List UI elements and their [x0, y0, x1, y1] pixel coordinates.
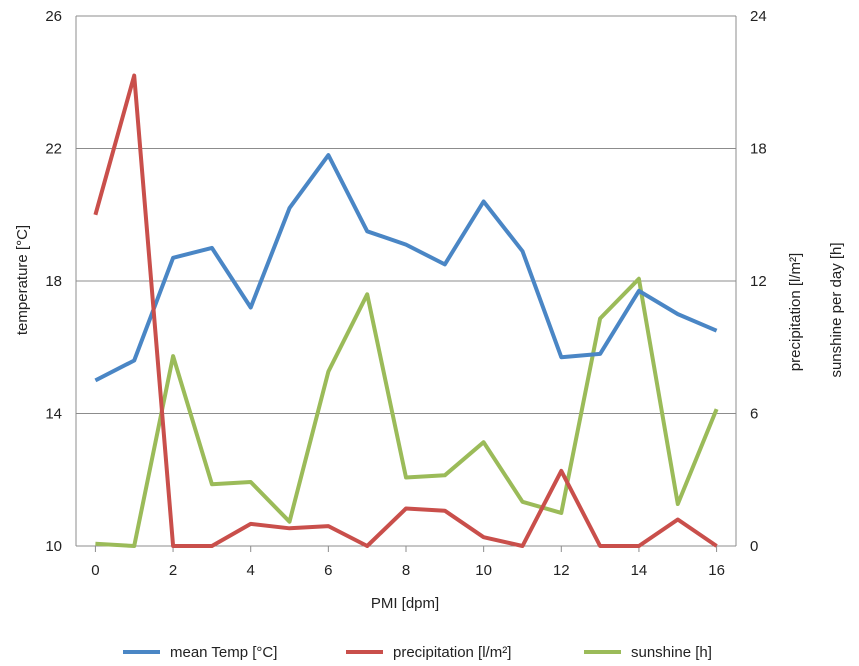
y-right-tick-label: 6	[750, 406, 758, 423]
x-tick-label: 2	[169, 562, 177, 579]
plot-series	[93, 73, 719, 548]
y-right-tick-label: 18	[750, 141, 767, 158]
y-right-tick-label: 12	[750, 273, 767, 290]
grid-lines	[75, 15, 737, 552]
y-left-tick-label: 18	[45, 273, 62, 290]
legend: mean Temp [°C] precipitation [l/m²] suns…	[123, 644, 712, 661]
x-tick-label: 10	[475, 562, 492, 579]
y-left-tick-label: 22	[45, 141, 62, 158]
legend-label-mean-temp: mean Temp [°C]	[170, 644, 277, 661]
series-line-sunshine	[95, 276, 719, 548]
x-tick-label: 0	[91, 562, 99, 579]
x-tick-label: 12	[553, 562, 570, 579]
y-right-tick-label: 24	[750, 8, 767, 25]
series-line-mean-temp	[94, 153, 718, 383]
y-right-tick-label: 0	[750, 538, 758, 555]
x-tick-label: 4	[247, 562, 255, 579]
y-axis-left-title: temperature [°C]	[14, 225, 31, 335]
x-tick-label: 16	[708, 562, 725, 579]
legend-label-precipitation: precipitation [l/m²]	[393, 644, 511, 661]
y-axis-right-title-precipitation: precipitation [l/m²]	[787, 253, 804, 371]
x-tick-label: 8	[402, 562, 410, 579]
y-left-tick-label: 26	[45, 8, 62, 25]
y-left-tick-label: 10	[45, 538, 62, 555]
series-line-precipitation	[93, 73, 718, 548]
x-tick-label: 14	[631, 562, 648, 579]
y-axis-right-title-sunshine: sunshine per day [h]	[828, 242, 845, 377]
x-tick-label: 6	[324, 562, 332, 579]
y-left-tick-label: 14	[45, 406, 62, 423]
x-axis-title: PMI [dpm]	[371, 595, 439, 612]
legend-label-sunshine: sunshine [h]	[631, 644, 712, 661]
